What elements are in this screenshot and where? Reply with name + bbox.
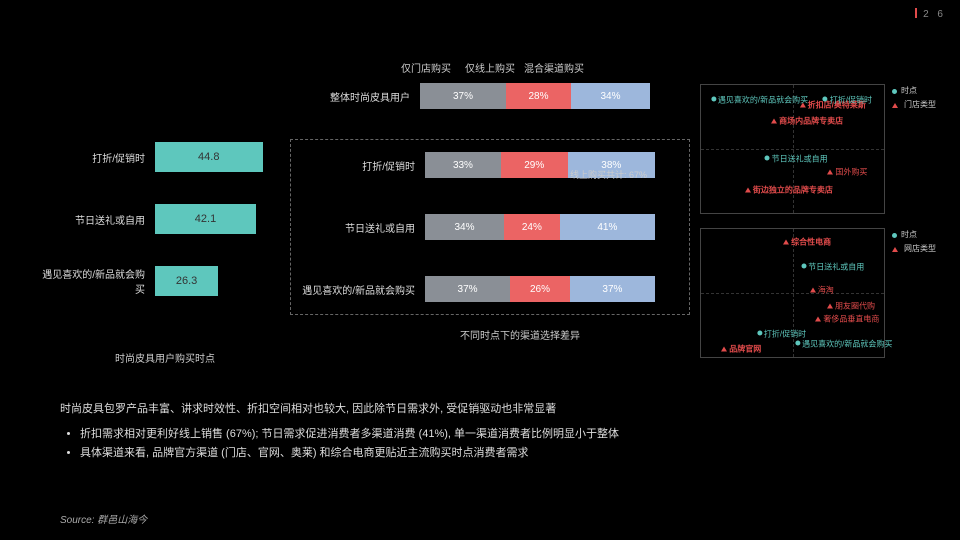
middle-stacked-chart: 仅门店购买仅线上购买混合渠道购买 整体时尚皮具用户37%28%34% 线上购买共… xyxy=(290,60,690,370)
hbar-row: 遇见喜欢的/新品就会购买26.3 xyxy=(40,264,280,298)
stacked-header-item: 混合渠道购买 xyxy=(524,60,584,75)
left-axis-label: 时尚皮具用户购买时点 xyxy=(90,350,240,365)
stacked-header-item: 仅门店购买 xyxy=(396,60,456,75)
stack-label: 打折/促销时 xyxy=(295,158,425,173)
hbar-label: 遇见喜欢的/新品就会购买 xyxy=(40,266,155,296)
scatter-point: 海淘 xyxy=(810,285,834,296)
stack-segment: 28% xyxy=(506,83,571,109)
summary-bullet: 具体渠道来看, 品牌官方渠道 (门店、官网、奥莱) 和综合电商更贴近主流购买时点… xyxy=(80,444,900,463)
scatter-point: 商场内品牌专卖店 xyxy=(771,115,843,126)
stack-row: 遇见喜欢的/新品就会购买37%26%37% xyxy=(295,274,685,304)
stacked-header-item: 仅线上购买 xyxy=(460,60,520,75)
page-number: 2 6 xyxy=(915,8,946,20)
scatter-point: 遇见喜欢的/新品就会购买 xyxy=(711,95,808,106)
stack-row: 节日送礼或自用34%24%41% xyxy=(295,212,685,242)
hbar-label: 节日送礼或自用 xyxy=(40,212,155,227)
scatter-point: 综合性电商 xyxy=(783,236,831,247)
scatter-point: 遇见喜欢的/新品就会购买 xyxy=(795,339,892,350)
scatter-online-types: 综合性电商节日送礼或自用海淘朋友圈代购奢侈品垂直电商打折/促销时遇见喜欢的/新品… xyxy=(700,228,885,358)
stack-label: 节日送礼或自用 xyxy=(295,220,425,235)
summary-block: 时尚皮具包罗产品丰富、讲求时效性、折扣空间相对也较大, 因此除节日需求外, 受促… xyxy=(60,400,900,463)
scatter-point: 品牌官网 xyxy=(721,344,761,355)
stack-segment: 33% xyxy=(425,152,501,178)
left-bar-chart: 打折/促销时44.8 节日送礼或自用42.1 遇见喜欢的/新品就会购买26.3 xyxy=(40,140,280,326)
stacked-group-box: 打折/促销时33%29%38%节日送礼或自用34%24%41%遇见喜欢的/新品就… xyxy=(290,139,690,315)
summary-intro: 时尚皮具包罗产品丰富、讲求时效性、折扣空间相对也较大, 因此除节日需求外, 受促… xyxy=(60,400,900,419)
stack-label: 遇见喜欢的/新品就会购买 xyxy=(295,282,425,297)
summary-bullets: 折扣需求相对更利好线上销售 (67%); 节日需求促进消费者多渠道消费 (41%… xyxy=(60,425,900,463)
scatter-top-legend: 时点门店类型 xyxy=(892,84,936,112)
annotation-online-total: 线上购买共计: 67% xyxy=(570,168,647,181)
stacked-top-row: 整体时尚皮具用户37%28%34% xyxy=(290,81,690,111)
right-scatter-zone: 遇见喜欢的/新品就会购买折扣店/奥特莱斯商场内品牌专卖店打折/促销时节日送礼或自… xyxy=(700,84,940,372)
stack-segment: 24% xyxy=(504,214,560,240)
hbar-label: 打折/促销时 xyxy=(40,150,155,165)
scatter-point: 奢侈品垂直电商 xyxy=(815,313,879,324)
stack-segment: 41% xyxy=(560,214,655,240)
hbar-row: 节日送礼或自用42.1 xyxy=(40,202,280,236)
legend-item: 时点 xyxy=(892,228,936,242)
source-label: Source: 群邑山海今 xyxy=(60,511,147,526)
hbar-fill: 26.3 xyxy=(155,266,218,296)
stack-bar: 37%28%34% xyxy=(420,83,650,109)
summary-bullet: 折扣需求相对更利好线上销售 (67%); 节日需求促进消费者多渠道消费 (41%… xyxy=(80,425,900,444)
stack-bar: 34%24%41% xyxy=(425,214,655,240)
hbar-fill: 42.1 xyxy=(155,204,256,234)
scatter-point: 打折/促销时 xyxy=(823,95,872,106)
stack-segment: 34% xyxy=(425,214,504,240)
stacked-header: 仅门店购买仅线上购买混合渠道购买 xyxy=(290,60,690,75)
scatter-store-types: 遇见喜欢的/新品就会购买折扣店/奥特莱斯商场内品牌专卖店打折/促销时节日送礼或自… xyxy=(700,84,885,214)
stack-segment: 34% xyxy=(571,83,650,109)
stack-segment: 29% xyxy=(501,152,568,178)
stack-bar: 37%26%37% xyxy=(425,276,655,302)
scatter-bottom-legend: 时点网店类型 xyxy=(892,228,936,256)
scatter-point: 节日送礼或自用 xyxy=(765,154,828,165)
scatter-point: 朋友圈代购 xyxy=(827,300,875,311)
legend-item: 门店类型 xyxy=(892,98,936,112)
stack-label: 整体时尚皮具用户 xyxy=(290,89,420,104)
middle-axis-label: 不同时点下的渠道选择差异 xyxy=(350,327,690,342)
scatter-point: 节日送礼或自用 xyxy=(801,262,864,273)
legend-item: 网店类型 xyxy=(892,242,936,256)
stack-segment: 37% xyxy=(425,276,510,302)
hbar-row: 打折/促销时44.8 xyxy=(40,140,280,174)
hbar-fill: 44.8 xyxy=(155,142,263,172)
stack-segment: 37% xyxy=(570,276,655,302)
scatter-point: 国外购买 xyxy=(827,167,867,178)
stack-segment: 37% xyxy=(420,83,506,109)
stack-row: 整体时尚皮具用户37%28%34% xyxy=(290,81,690,111)
stack-segment: 26% xyxy=(510,276,570,302)
legend-item: 时点 xyxy=(892,84,936,98)
scatter-point: 街边独立的品牌专卖店 xyxy=(745,184,833,195)
